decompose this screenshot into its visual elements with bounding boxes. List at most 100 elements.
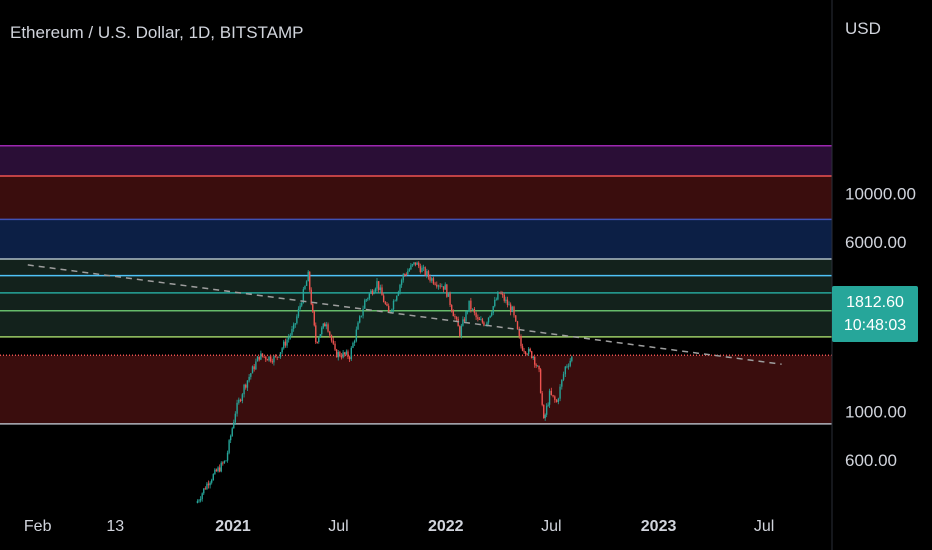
candle-body [359, 316, 361, 323]
candle-body [321, 327, 323, 335]
candle-body [391, 309, 393, 312]
candle-body [327, 324, 329, 332]
candle-body [487, 317, 490, 323]
candle-body [365, 299, 367, 301]
candle-body [543, 404, 545, 419]
time-tick-label: Feb [24, 518, 52, 535]
candle-body [481, 319, 484, 323]
candle-body [339, 352, 341, 357]
candle-body [330, 335, 333, 341]
candles [196, 261, 573, 504]
candle-body [201, 493, 203, 500]
candle-body [367, 298, 369, 300]
time-axis-panel [0, 508, 832, 550]
candle-body [281, 348, 283, 353]
candle-body [531, 351, 533, 358]
time-tick-label: Jul [754, 518, 774, 535]
candle-body [309, 271, 311, 290]
candle-body [371, 290, 374, 295]
candle-body [418, 262, 420, 267]
candle-27 [239, 398, 242, 403]
candle-body [432, 278, 435, 284]
time-tick-label: 2022 [428, 518, 464, 535]
candle-body [255, 361, 257, 370]
candle-body [246, 380, 249, 388]
candle-107 [370, 289, 372, 295]
candle-body [444, 284, 446, 290]
candle-body [399, 284, 401, 292]
candle-body [552, 394, 554, 397]
candle-142 [426, 268, 428, 279]
candle-141 [424, 266, 426, 277]
candle-body [407, 271, 409, 275]
candle-body [245, 384, 247, 388]
candle-body [355, 329, 358, 341]
candle-body [490, 313, 493, 316]
candle-body [381, 287, 383, 296]
candle-84 [332, 337, 334, 345]
candle-78 [322, 323, 324, 330]
candle-1 [198, 498, 200, 503]
candle-12 [215, 468, 218, 472]
candle-122 [394, 299, 396, 302]
candle-body [396, 295, 398, 301]
candle-body [520, 336, 522, 347]
candle-132 [410, 263, 412, 270]
candle-body [286, 339, 288, 346]
candle-0 [196, 499, 199, 504]
candle-169 [470, 297, 472, 313]
candle-body [538, 365, 540, 370]
candle-52 [281, 346, 283, 354]
candle-body [288, 337, 290, 340]
candle-203 [524, 350, 527, 357]
candle-67 [305, 280, 308, 286]
candle-body [509, 304, 512, 312]
candle-199 [518, 326, 520, 339]
candle-228 [564, 365, 567, 378]
candle-body [352, 342, 354, 348]
candle-body [228, 440, 230, 453]
zone-4 [0, 355, 832, 424]
candle-127 [402, 272, 404, 283]
candle-191 [505, 296, 507, 304]
candle-51 [279, 352, 282, 359]
candle-215 [543, 404, 545, 419]
candle-232 [571, 355, 573, 363]
candle-210 [535, 363, 537, 369]
candle-96 [352, 341, 354, 349]
candle-189 [501, 291, 504, 298]
candle-body [402, 274, 404, 281]
candle-75 [318, 336, 320, 344]
candle-body [332, 340, 334, 344]
candle-body [422, 267, 425, 269]
candle-2 [199, 496, 202, 503]
candle-136 [416, 261, 418, 265]
candle-133 [411, 263, 414, 267]
candle-3 [201, 492, 203, 502]
candle-188 [500, 290, 502, 295]
candle-91 [344, 351, 346, 357]
candle-body [447, 293, 450, 297]
candle-body [449, 293, 451, 305]
candle-39 [260, 350, 262, 361]
candle-body [529, 348, 531, 352]
candle-56 [288, 334, 290, 343]
candle-55 [286, 336, 288, 348]
candle-54 [284, 338, 287, 348]
candle-body [419, 266, 422, 273]
candle-21 [229, 434, 232, 444]
candle-209 [534, 356, 536, 368]
candle-29 [243, 383, 245, 398]
candle-body [218, 467, 221, 472]
candle-body [513, 306, 515, 316]
candle-body [337, 352, 339, 358]
candle-59 [292, 322, 295, 332]
candle-23 [233, 419, 235, 429]
candle-body [299, 305, 301, 309]
price-tick-label: 10000.00 [845, 184, 916, 203]
candle-190 [503, 292, 505, 303]
candle-214 [541, 391, 543, 407]
candle-body [408, 269, 411, 272]
